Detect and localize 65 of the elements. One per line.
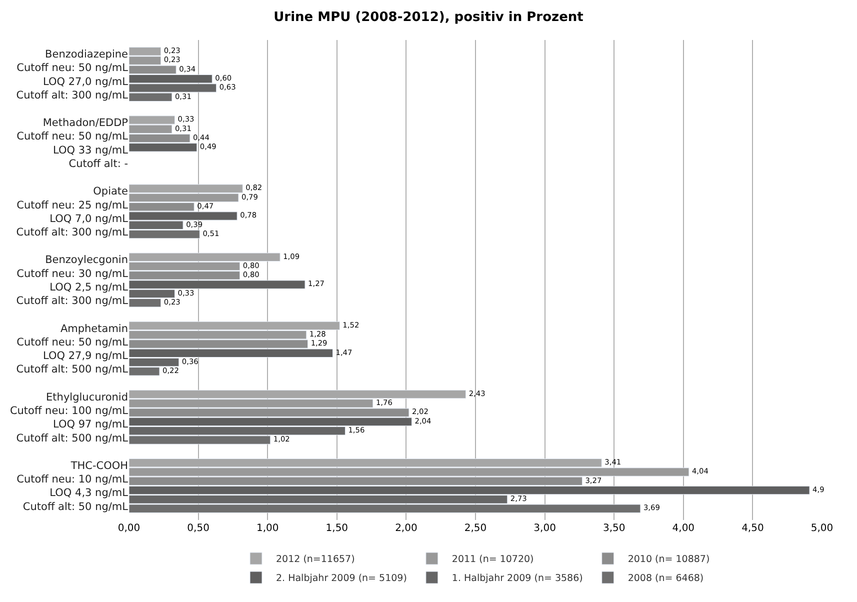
data-label: 0,82 xyxy=(246,183,262,192)
data-label: 3,69 xyxy=(643,503,660,512)
data-label: 0,79 xyxy=(242,192,258,202)
legend-label: 2010 (n= 10887) xyxy=(628,554,710,566)
data-label: 0,78 xyxy=(240,210,257,220)
data-label: 4,04 xyxy=(692,466,709,476)
data-label: 0,60 xyxy=(215,74,232,82)
data-label: 1,76 xyxy=(376,398,393,408)
x-tick-label: 0,00 xyxy=(118,523,140,534)
x-tick-label: 3,00 xyxy=(534,523,556,534)
data-label: 0,22 xyxy=(162,366,179,376)
chart-title: Urine MPU (2008-2012), positiv in Prozent xyxy=(274,10,584,26)
x-tick-label: 3,50 xyxy=(602,523,626,534)
data-label: 1,47 xyxy=(336,348,353,357)
x-tick-label: 1,00 xyxy=(256,523,279,534)
x-tick-label: 4,50 xyxy=(742,523,764,534)
x-tick-label: 5,00 xyxy=(810,523,834,534)
legend-label: 2011 (n= 10720) xyxy=(452,554,534,566)
data-label: 1,09 xyxy=(283,252,300,261)
data-label: 0,63 xyxy=(219,82,236,92)
data-label: 1,27 xyxy=(308,279,325,288)
data-label: 1,02 xyxy=(273,434,290,444)
data-label: 0,44 xyxy=(192,132,210,142)
data-label: 2,73 xyxy=(510,494,528,504)
data-label: 0,47 xyxy=(197,202,214,210)
legend-label: 2. Halbjahr 2009 (n= 5109) xyxy=(276,573,407,584)
data-label: 2,04 xyxy=(414,416,432,426)
x-tick-label: 4,00 xyxy=(672,523,695,534)
y-tick-label: Amphetamin Cutoff neu: 50 ng/mL LOQ 27,9 ng/mL Cutoff alt: 500 ng/mL xyxy=(16,322,128,376)
data-label: 4,9 xyxy=(812,484,825,494)
data-label: 0,80 xyxy=(242,270,260,280)
data-label: 0,36 xyxy=(182,356,199,366)
data-label: 1,29 xyxy=(310,338,328,348)
data-label: 1,52 xyxy=(342,320,360,330)
data-label: 3,41 xyxy=(604,458,622,466)
y-tick-label: Benzoylecgonin Cutoff neu: 30 ng/mL LOQ 2,5 ng/mL Cutoff alt: 300 ng/mL xyxy=(16,254,128,308)
x-tick-label: 0,50 xyxy=(187,523,210,534)
data-label: 0,39 xyxy=(186,220,203,229)
data-label: 0,33 xyxy=(178,288,195,298)
y-tick-label: Opiate Cutoff neu: 25 ng/mL LOQ 7,0 ng/mL Cutoff alt: 300 ng/mL xyxy=(16,186,128,239)
y-tick-label: Methadon/EDDP Cutoff neu: 50 ng/mL LOQ 33 ng/mL Cutoff alt: - xyxy=(16,117,128,170)
y-tick-label: Benzodiazepine Cutoff neu: 50 ng/mL LOQ 27,0 ng/mL Cutoff alt: 300 ng/mL xyxy=(16,48,128,102)
data-label: 3,27 xyxy=(585,476,602,485)
data-label: 1,28 xyxy=(309,330,326,338)
data-label: 0,33 xyxy=(178,114,194,124)
data-label: 0,31 xyxy=(174,124,192,133)
data-label: 0,34 xyxy=(179,64,196,74)
x-tick-label: 1,50 xyxy=(326,523,348,534)
data-label: 0,23 xyxy=(164,298,181,306)
data-label: 2,02 xyxy=(412,407,428,416)
x-tick-label: 2,00 xyxy=(395,523,418,534)
y-tick-label: Ethylglucuronid Cutoff neu: 100 ng/mL LOQ 97 ng/mL Cutoff alt: 500 ng/mL xyxy=(10,391,128,444)
legend-label: 2008 (n= 6468) xyxy=(628,573,704,584)
legend-label: 2012 (n=11657) xyxy=(276,554,355,566)
data-label: 0,23 xyxy=(164,55,181,64)
legend-label: 1. Halbjahr 2009 (n= 3586) xyxy=(452,573,583,584)
data-label: 0,51 xyxy=(202,228,220,238)
data-label: 0,23 xyxy=(164,46,181,56)
data-label: 1,56 xyxy=(348,426,365,434)
data-label: 0,49 xyxy=(200,142,217,152)
x-tick-label: 2,50 xyxy=(464,523,487,534)
data-label: 0,31 xyxy=(174,92,192,101)
data-label: 0,80 xyxy=(242,260,260,270)
y-tick-label: THC-COOH Cutoff neu: 10 ng/mL LOQ 4,3 ng/mL Cutoff alt: 50 ng/mL xyxy=(16,460,128,513)
data-label: 2,43 xyxy=(468,388,486,398)
